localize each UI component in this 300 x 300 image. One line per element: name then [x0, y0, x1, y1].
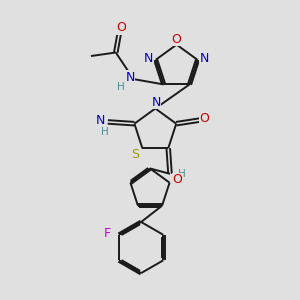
Text: N: N [125, 71, 135, 84]
Text: N: N [151, 96, 161, 109]
Text: H: H [101, 127, 109, 137]
Text: O: O [172, 173, 182, 186]
Text: N: N [144, 52, 153, 64]
Text: S: S [131, 148, 139, 161]
Text: N: N [200, 52, 209, 64]
Text: F: F [104, 226, 111, 239]
Text: N: N [96, 114, 105, 127]
Text: O: O [200, 112, 210, 125]
Text: H: H [178, 169, 185, 179]
Text: O: O [116, 21, 126, 34]
Text: H: H [117, 82, 125, 92]
Text: O: O [172, 33, 182, 46]
